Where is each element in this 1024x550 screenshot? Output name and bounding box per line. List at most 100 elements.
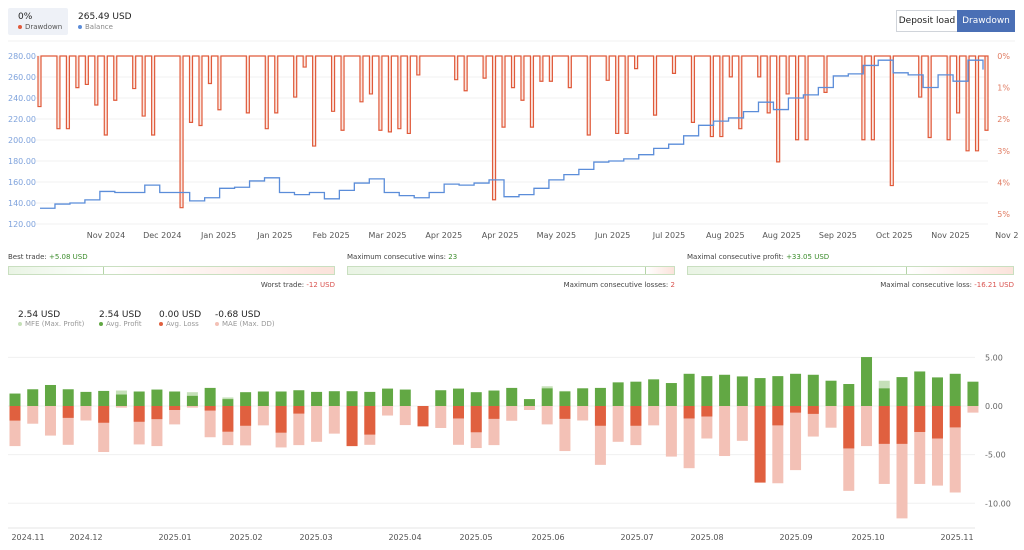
balance-line	[40, 59, 984, 209]
y-axis-tick: -10.00	[985, 499, 1011, 508]
profit-bar	[754, 378, 766, 406]
loss-bar	[364, 406, 376, 435]
profit-bar	[435, 390, 447, 406]
max-consecutive-loss-label: Maximal consecutive loss: -16.21 USD	[880, 281, 1014, 289]
x-axis-tick: Jun 2025	[594, 231, 630, 240]
profit-bar	[98, 390, 110, 406]
profit-bar	[967, 381, 979, 406]
profit-bar	[133, 391, 145, 406]
left-axis-tick: 180.00	[8, 157, 36, 166]
mae-bar	[772, 406, 784, 484]
left-axis-tick: 120.00	[8, 220, 36, 229]
consecutive-profit-loss-bar	[687, 266, 1014, 275]
max-consecutive-loss-value: -16.21 USD	[974, 281, 1014, 289]
loss-bar	[240, 406, 252, 426]
x-axis-tick: Mar 2025	[369, 231, 407, 240]
y-axis-tick: 0.00	[985, 402, 1003, 411]
drawdown-legend[interactable]: 0% Drawdown	[8, 8, 68, 35]
profit-bar	[772, 376, 784, 406]
loss-bar	[772, 406, 784, 426]
balance-label: Balance	[85, 23, 113, 31]
legend-avg-loss[interactable]: 0.00 USD Avg. Loss	[159, 310, 202, 328]
mfe-bar	[186, 392, 198, 396]
mae-bar	[470, 406, 482, 449]
loss-bar	[204, 406, 216, 411]
mfe-bar	[559, 390, 571, 392]
profit-bar	[878, 388, 890, 406]
legend-mae[interactable]: -0.68 USD MAE (Max. DD)	[215, 310, 275, 328]
left-axis-tick: 220.00	[8, 115, 36, 124]
loss-bar	[98, 406, 110, 423]
mae-bar	[506, 406, 518, 421]
profit-bar	[44, 384, 56, 406]
mae-bar	[523, 406, 535, 410]
profit-bar	[612, 382, 624, 406]
loss-bar	[293, 406, 305, 414]
profit-bar	[311, 391, 323, 406]
mae-bar	[186, 406, 198, 408]
profit-bar	[169, 391, 181, 406]
mae-bar	[275, 406, 287, 448]
mae-bar	[896, 406, 908, 519]
x-axis-tick: 2025.02	[229, 533, 262, 542]
best-trade-fill	[9, 267, 105, 274]
profit-bar	[559, 391, 571, 406]
mae-bar	[878, 406, 890, 484]
loss-bar	[275, 406, 287, 433]
mae-bar	[949, 406, 961, 493]
mae-bar	[27, 406, 39, 424]
mae-bar	[931, 406, 943, 486]
profit-bar	[523, 399, 535, 406]
mae-bar	[382, 406, 394, 416]
loss-bar	[151, 406, 163, 420]
profit-bar	[861, 357, 873, 406]
deposit-load-button[interactable]: Deposit load	[896, 10, 958, 32]
y-axis-tick: -5.00	[985, 451, 1006, 460]
mae-bar	[98, 406, 110, 453]
worst-trade-value: -12 USD	[306, 281, 335, 289]
legend-avg-profit[interactable]: 2.54 USD Avg. Profit	[99, 310, 142, 328]
mae-bar	[683, 406, 695, 469]
mfe-bar	[222, 397, 234, 400]
mae-bar	[754, 406, 766, 483]
x-axis-tick: 2025.10	[851, 533, 884, 542]
profit-bar	[364, 391, 376, 406]
x-axis-tick: Aug 2025	[762, 231, 801, 240]
profit-bar	[683, 373, 695, 406]
x-axis-tick: 2025.05	[459, 533, 492, 542]
mfe-bar	[115, 390, 127, 395]
loss-bar	[559, 406, 571, 419]
balance-legend[interactable]: 265.49 USD Balance	[78, 8, 132, 31]
loss-bar	[222, 406, 234, 432]
profit-bar	[80, 391, 92, 406]
mae-bar	[736, 406, 748, 441]
profit-bar	[186, 395, 198, 406]
best-trade-label: Best trade: +5.08 USD	[8, 253, 88, 261]
mae-bar	[594, 406, 606, 465]
consecutive-loss-fill	[906, 267, 1013, 274]
drawdown-area	[38, 56, 988, 208]
mae-bar	[115, 406, 127, 408]
profit-bar	[346, 391, 358, 406]
profit-bar	[843, 384, 855, 406]
loss-bar	[9, 406, 21, 421]
profit-bar	[825, 380, 837, 406]
x-axis-tick: 2025.07	[620, 533, 653, 542]
mae-bar	[151, 406, 163, 447]
best-trade-value: +5.08 USD	[48, 253, 88, 261]
drawdown-button[interactable]: Drawdown	[957, 10, 1015, 32]
balance-drawdown-chart: 280.00 260.00 240.00 220.00 200.00 180.00 160.…	[8, 40, 1018, 240]
profit-bar	[807, 374, 819, 406]
mae-bar	[346, 406, 358, 447]
profit-bar	[541, 388, 553, 406]
drawdown-line	[37, 55, 989, 209]
profit-bar	[222, 399, 234, 406]
profit-bar	[453, 388, 464, 406]
legend-mfe[interactable]: 2.54 USD MFE (Max. Profit)	[18, 310, 85, 328]
mae-bar	[62, 406, 74, 445]
mae-bar	[257, 406, 269, 426]
mae-bar	[612, 406, 624, 442]
mae-bar	[311, 406, 323, 442]
balance-value: 265.49 USD	[78, 12, 132, 22]
left-axis-tick: 200.00	[8, 136, 36, 145]
